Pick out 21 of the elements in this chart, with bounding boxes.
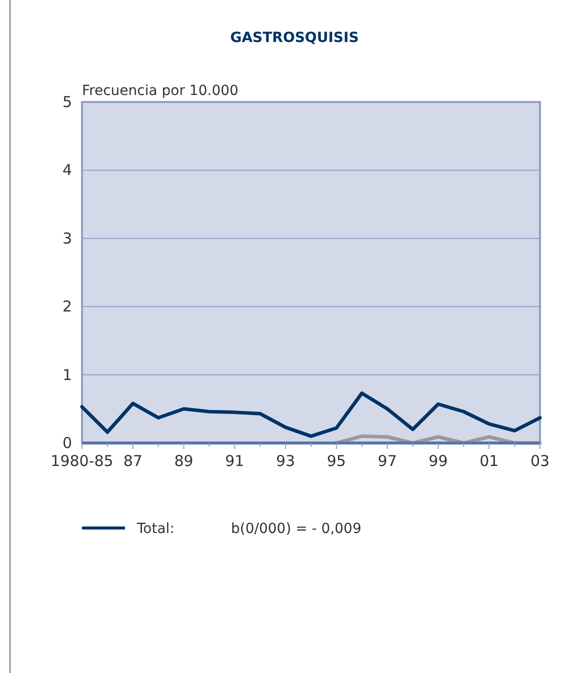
chart-title: GASTROSQUISIS [230, 30, 359, 46]
y-tick-label: 1 [62, 366, 72, 384]
y-tick-label: 5 [62, 93, 72, 111]
x-tick-label: 87 [123, 452, 142, 470]
y-tick-label: 2 [62, 298, 72, 316]
x-tick-label: 91 [225, 452, 244, 470]
y-axis-title: Frecuencia por 10.000 [82, 83, 238, 99]
x-tick-label: 89 [174, 452, 194, 470]
y-tick-label: 3 [62, 229, 72, 248]
x-tick-label: 99 [428, 452, 448, 470]
x-tick-label: 97 [378, 452, 397, 470]
x-tick-label: 95 [326, 452, 346, 470]
x-tick-label: 03 [530, 452, 550, 470]
x-tick-label: 93 [276, 452, 296, 470]
text: b(0/000) = - 0,009 [231, 521, 362, 537]
line-series [80, 391, 542, 438]
y-tick-label: 0 [62, 434, 72, 452]
x-tick-label: 1980-85 [50, 452, 114, 470]
legend-label: Total: [136, 521, 174, 537]
x-tick-label: 01 [480, 452, 499, 470]
y-tick-label: 4 [62, 161, 72, 180]
